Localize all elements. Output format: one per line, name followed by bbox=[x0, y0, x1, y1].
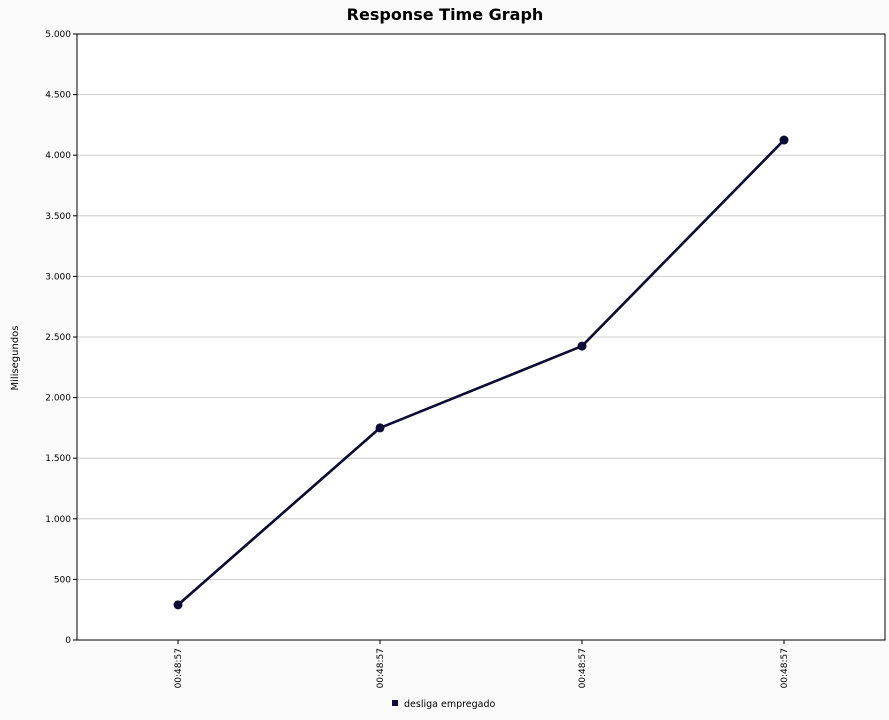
y-tick-label: 3.000 bbox=[45, 272, 71, 282]
x-tick-label: 00:48:57 bbox=[780, 648, 790, 688]
data-point bbox=[375, 423, 385, 433]
y-axis-label: Milisegundos bbox=[10, 325, 21, 390]
y-tick-label: 5.000 bbox=[45, 30, 71, 40]
legend: desliga empregado bbox=[392, 699, 496, 710]
data-point bbox=[577, 341, 587, 351]
series-line bbox=[177, 139, 785, 606]
x-tick-label: 00:48:57 bbox=[174, 648, 184, 688]
data-point bbox=[779, 135, 789, 145]
y-tick-label: 3.500 bbox=[45, 212, 71, 222]
y-tick-label: 4.500 bbox=[45, 91, 71, 101]
x-tick-label: 00:48:57 bbox=[578, 648, 588, 688]
y-tick-label: 2.000 bbox=[45, 394, 71, 404]
y-tick-label: 2.500 bbox=[45, 333, 71, 343]
legend-marker bbox=[392, 700, 398, 706]
data-point bbox=[173, 600, 183, 610]
x-tick-label: 00:48:57 bbox=[376, 648, 386, 688]
y-tick-label: 500 bbox=[54, 575, 71, 585]
chart-title: Response Time Graph bbox=[347, 5, 544, 24]
legend-label: desliga empregado bbox=[404, 699, 496, 710]
y-tick-label: 1.500 bbox=[45, 454, 71, 464]
plot-area: 0 500 1.000 1.500 2.000 2.500 3.000 3.500 4.000 4… bbox=[45, 30, 886, 688]
y-tick-label: 1.000 bbox=[45, 515, 71, 525]
y-tick-label: 0 bbox=[65, 636, 71, 646]
y-tick-label: 4.000 bbox=[45, 151, 71, 161]
